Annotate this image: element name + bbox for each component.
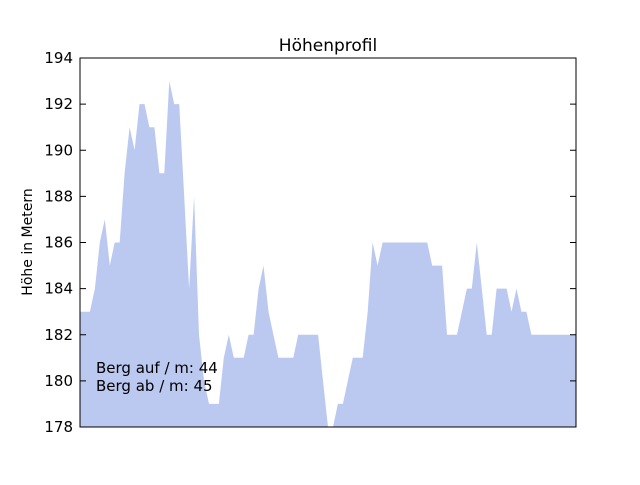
elevation-area [80, 81, 576, 427]
y-tick-label: 194 [44, 49, 73, 67]
y-tick-label: 182 [44, 326, 73, 344]
y-tick-label: 192 [44, 95, 73, 113]
y-tick-label: 180 [44, 372, 73, 390]
y-tick-label: 186 [44, 234, 73, 252]
plot-frame [79, 57, 577, 428]
annotation-descent: Berg ab / m: 45 [96, 377, 213, 395]
annotation-ascent: Berg auf / m: 44 [96, 359, 218, 377]
y-tick-label: 178 [44, 418, 73, 436]
tick-layer: 178 180 182 184 186 188 190 192 194 [44, 49, 576, 436]
y-tick-label: 188 [44, 187, 73, 205]
y-axis-label: Höhe in Metern [20, 188, 36, 295]
area-layer [80, 81, 576, 427]
y-tick-label: 184 [44, 280, 73, 298]
y-tick-label: 190 [44, 141, 73, 159]
chart-title: Höhenprofil [279, 36, 377, 56]
